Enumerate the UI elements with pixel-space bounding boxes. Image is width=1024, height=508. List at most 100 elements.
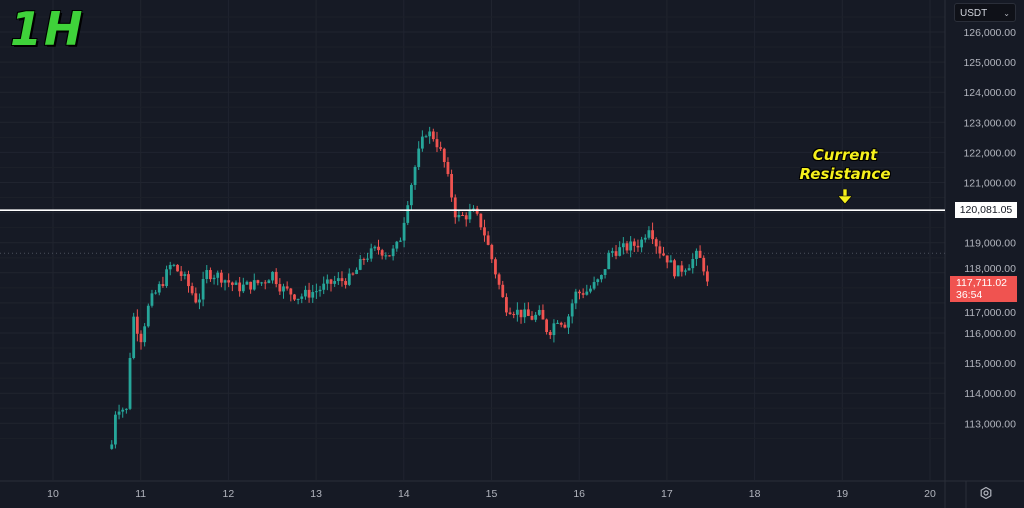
candle bbox=[684, 268, 687, 276]
chevron-down-icon: ⌄ bbox=[1003, 9, 1010, 18]
price-tick-label: 126,000.00 bbox=[963, 27, 1016, 39]
candle bbox=[556, 320, 559, 324]
candle bbox=[647, 226, 651, 240]
candle-body bbox=[468, 211, 472, 220]
candle bbox=[267, 279, 271, 284]
candle bbox=[238, 276, 242, 297]
candle bbox=[296, 298, 300, 305]
candle bbox=[621, 237, 625, 255]
candle bbox=[523, 302, 527, 324]
candle bbox=[252, 273, 256, 291]
candle bbox=[114, 411, 117, 449]
candle-body bbox=[702, 257, 706, 272]
gear-icon[interactable] bbox=[980, 487, 992, 499]
candle bbox=[450, 169, 453, 202]
candle-body bbox=[431, 131, 435, 140]
candle-body bbox=[603, 269, 607, 275]
candle-body bbox=[519, 309, 523, 318]
candle-body bbox=[373, 246, 377, 249]
candle bbox=[165, 265, 168, 288]
candle-body bbox=[505, 297, 508, 313]
candle-body bbox=[172, 264, 176, 266]
currency-selector[interactable]: USDT ⌄ bbox=[954, 3, 1016, 22]
candle bbox=[490, 243, 494, 264]
candle-body bbox=[358, 259, 362, 270]
candle-body bbox=[563, 324, 567, 328]
candle-body bbox=[486, 235, 490, 245]
candle-body bbox=[632, 241, 636, 246]
candle-body bbox=[501, 284, 505, 298]
candle-body bbox=[402, 222, 406, 241]
candle bbox=[515, 302, 519, 322]
candle bbox=[563, 322, 567, 329]
candle-body bbox=[636, 245, 640, 248]
candle-body bbox=[121, 409, 125, 412]
candle-body bbox=[289, 288, 293, 295]
candle-body bbox=[150, 293, 154, 306]
candle bbox=[636, 239, 640, 252]
candle bbox=[406, 200, 410, 226]
candle-body bbox=[680, 265, 684, 272]
candle-body bbox=[333, 281, 337, 284]
candle-body bbox=[314, 291, 318, 293]
price-tick-label: 121,000.00 bbox=[963, 178, 1016, 190]
candle bbox=[600, 274, 603, 283]
candle-body bbox=[428, 131, 432, 137]
candle bbox=[420, 130, 424, 152]
candle-body bbox=[245, 281, 249, 285]
candle-body bbox=[307, 289, 311, 298]
annotation-line-2: Resistance bbox=[799, 165, 891, 183]
candle bbox=[190, 282, 194, 296]
candle-body bbox=[413, 166, 417, 185]
candle bbox=[417, 141, 421, 170]
candle bbox=[424, 134, 428, 138]
candle bbox=[384, 252, 388, 260]
candle-body bbox=[585, 291, 589, 295]
candle bbox=[545, 318, 549, 335]
candle bbox=[135, 309, 139, 342]
candle-body bbox=[687, 268, 691, 271]
candle-body bbox=[161, 284, 165, 287]
candle-body bbox=[128, 358, 132, 409]
candle bbox=[695, 248, 698, 266]
candle bbox=[494, 257, 497, 279]
candle-body bbox=[223, 280, 227, 283]
candle-body bbox=[570, 303, 574, 317]
candle bbox=[293, 293, 296, 302]
price-tick-label: 119,000.00 bbox=[964, 238, 1016, 250]
candle-body bbox=[424, 136, 428, 138]
candle-body bbox=[665, 255, 669, 263]
candle bbox=[395, 240, 399, 252]
candle bbox=[216, 270, 220, 286]
candle-body bbox=[351, 273, 355, 275]
candle-body bbox=[377, 246, 380, 251]
candle-body bbox=[168, 265, 172, 270]
candle bbox=[614, 245, 618, 260]
candle bbox=[289, 287, 293, 302]
candle bbox=[227, 273, 231, 288]
time-tick-label: 10 bbox=[47, 488, 59, 500]
candle bbox=[589, 285, 592, 294]
candle bbox=[479, 213, 483, 231]
candle bbox=[687, 264, 691, 271]
candle bbox=[673, 258, 676, 279]
candle-body bbox=[249, 281, 253, 290]
candle-body bbox=[124, 408, 128, 410]
timeframe-label: 1H bbox=[10, 2, 85, 56]
candle-body bbox=[676, 265, 680, 277]
candle bbox=[271, 271, 274, 284]
candle bbox=[358, 255, 362, 271]
candle-body bbox=[347, 273, 351, 285]
candle-body bbox=[165, 269, 168, 287]
candle bbox=[347, 268, 351, 287]
candle bbox=[209, 267, 212, 282]
candle bbox=[552, 319, 556, 343]
candle bbox=[654, 237, 658, 254]
candle-body bbox=[567, 316, 570, 328]
price-tick-label: 114,000.00 bbox=[964, 388, 1016, 400]
candle bbox=[329, 278, 333, 292]
candle bbox=[366, 252, 369, 263]
price-tick-label: 124,000.00 bbox=[963, 87, 1016, 99]
candle bbox=[322, 276, 326, 295]
